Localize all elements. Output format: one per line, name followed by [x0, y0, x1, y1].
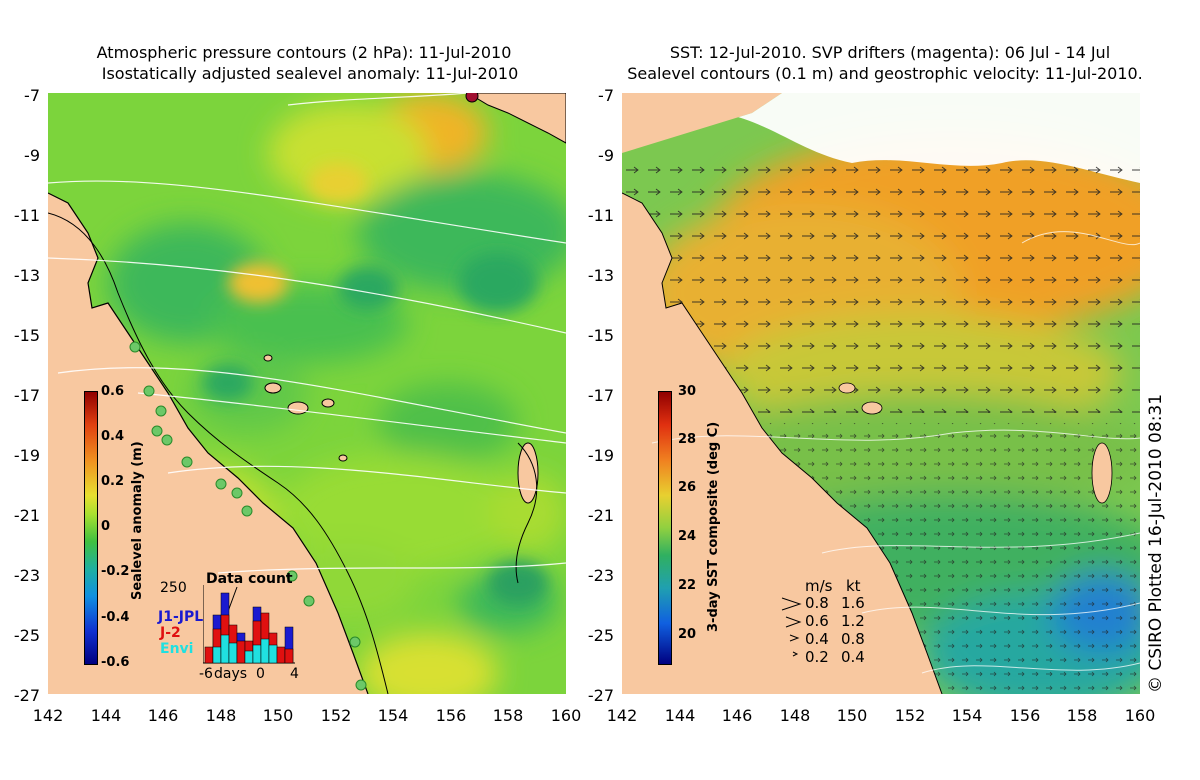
lat-tick: -9	[24, 146, 40, 165]
colorbar-tick: 26	[678, 480, 697, 495]
velocity-ms-1: 0.8	[805, 594, 829, 612]
velocity-arrow-icons	[781, 597, 802, 657]
lon-tick: 160	[1124, 706, 1156, 725]
colorbar-tick: 0	[101, 519, 111, 534]
velocity-header-ms: m/s	[805, 577, 833, 595]
colorbar-tick: 22	[678, 578, 697, 593]
lon-tick: 150	[836, 706, 868, 725]
lat-tick: -15	[587, 326, 614, 345]
sst-field	[622, 93, 1140, 694]
lon-tick: 142	[32, 706, 64, 725]
data-count-histogram	[203, 585, 295, 664]
lon-tick: 146	[147, 706, 179, 725]
velocity-ms-4: 0.2	[805, 648, 829, 666]
lat-tick: -19	[587, 446, 614, 465]
colorbar-tick: 20	[678, 627, 697, 642]
lat-tick: -9	[598, 146, 614, 165]
data-count-title: Data count	[206, 571, 293, 587]
lat-tick: -13	[13, 266, 40, 285]
colorbar-tick: 0.4	[101, 429, 125, 444]
data-count-x-0: 0	[256, 666, 265, 682]
lat-tick: -7	[24, 86, 40, 105]
velocity-ms-3: 0.4	[805, 630, 829, 648]
lat-tick: -21	[587, 506, 614, 525]
lon-tick: 144	[90, 706, 122, 725]
colorbar-tick: 0.6	[101, 384, 125, 399]
colorbar-tick: -0.6	[101, 655, 130, 670]
legend-j2: J-2	[160, 625, 181, 641]
data-count-x-days: days	[214, 666, 248, 682]
sst-colorbar	[658, 391, 672, 665]
lat-tick: -19	[13, 446, 40, 465]
lat-tick: -17	[587, 386, 614, 405]
sealevel-anomaly-field	[48, 93, 566, 694]
data-count-max: 250	[160, 580, 187, 596]
velocity-ms-2: 0.6	[805, 612, 829, 630]
data-count-x-4: 4	[290, 666, 299, 682]
lon-tick: 142	[606, 706, 638, 725]
lon-tick: 160	[550, 706, 582, 725]
colorbar-tick: -0.4	[101, 610, 130, 625]
colorbar-tick: 28	[678, 432, 697, 447]
right-title-line2: Sealevel contours (0.1 m) and geostrophi…	[627, 64, 1143, 83]
lon-tick: 156	[435, 706, 467, 725]
velocity-kt-4: 0.4	[841, 648, 865, 666]
velocity-kt-1: 1.6	[841, 594, 865, 612]
legend-j1-jpl: J1-JPL	[158, 609, 204, 625]
lat-tick: -13	[587, 266, 614, 285]
lon-tick: 146	[721, 706, 753, 725]
sealevel-colorbar-label: Sealevel anomaly (m)	[130, 441, 145, 600]
lat-tick: -11	[13, 206, 40, 225]
velocity-header-kt: kt	[846, 577, 861, 595]
lat-tick: -21	[13, 506, 40, 525]
lon-tick: 158	[1066, 706, 1098, 725]
lat-tick: -27	[13, 686, 40, 705]
colorbar-tick: 24	[678, 529, 697, 544]
legend-envi: Envi	[160, 641, 194, 657]
lon-tick: 154	[951, 706, 983, 725]
lon-tick: 154	[377, 706, 409, 725]
colorbar-tick: -0.2	[101, 564, 130, 579]
lat-tick: -23	[13, 566, 40, 585]
right-title-line1: SST: 12-Jul-2010. SVP drifters (magenta)…	[669, 43, 1111, 62]
lat-tick: -25	[587, 626, 614, 645]
lat-tick: -23	[587, 566, 614, 585]
left-title-line1: Atmospheric pressure contours (2 hPa): 1…	[96, 43, 512, 62]
sst-colorbar-label: 3-day SST composite (deg C)	[706, 421, 721, 632]
colorbar-tick: 30	[678, 384, 697, 399]
velocity-kt-2: 1.2	[841, 612, 865, 630]
lat-tick: -27	[587, 686, 614, 705]
lat-tick: -25	[13, 626, 40, 645]
lon-tick: 148	[205, 706, 237, 725]
lon-tick: 150	[262, 706, 294, 725]
sealevel-colorbar	[84, 391, 98, 665]
data-count-x-minus6: -6	[199, 666, 213, 682]
sst-map	[622, 93, 1140, 694]
lat-tick: -15	[13, 326, 40, 345]
sealevel-anomaly-map	[48, 93, 566, 694]
lon-tick: 152	[320, 706, 352, 725]
lon-tick: 152	[894, 706, 926, 725]
left-title-line2: Isostatically adjusted sealevel anomaly:…	[101, 64, 519, 83]
colorbar-tick: 0.2	[101, 474, 125, 489]
lat-tick: -17	[13, 386, 40, 405]
lon-tick: 156	[1009, 706, 1041, 725]
velocity-kt-3: 0.8	[841, 630, 865, 648]
lon-tick: 148	[779, 706, 811, 725]
lat-tick: -11	[587, 206, 614, 225]
lat-tick: -7	[598, 86, 614, 105]
lon-tick: 144	[664, 706, 696, 725]
csiro-credit: © CSIRO Plotted 16-Jul-2010 08:31	[1146, 393, 1166, 693]
lon-tick: 158	[492, 706, 524, 725]
